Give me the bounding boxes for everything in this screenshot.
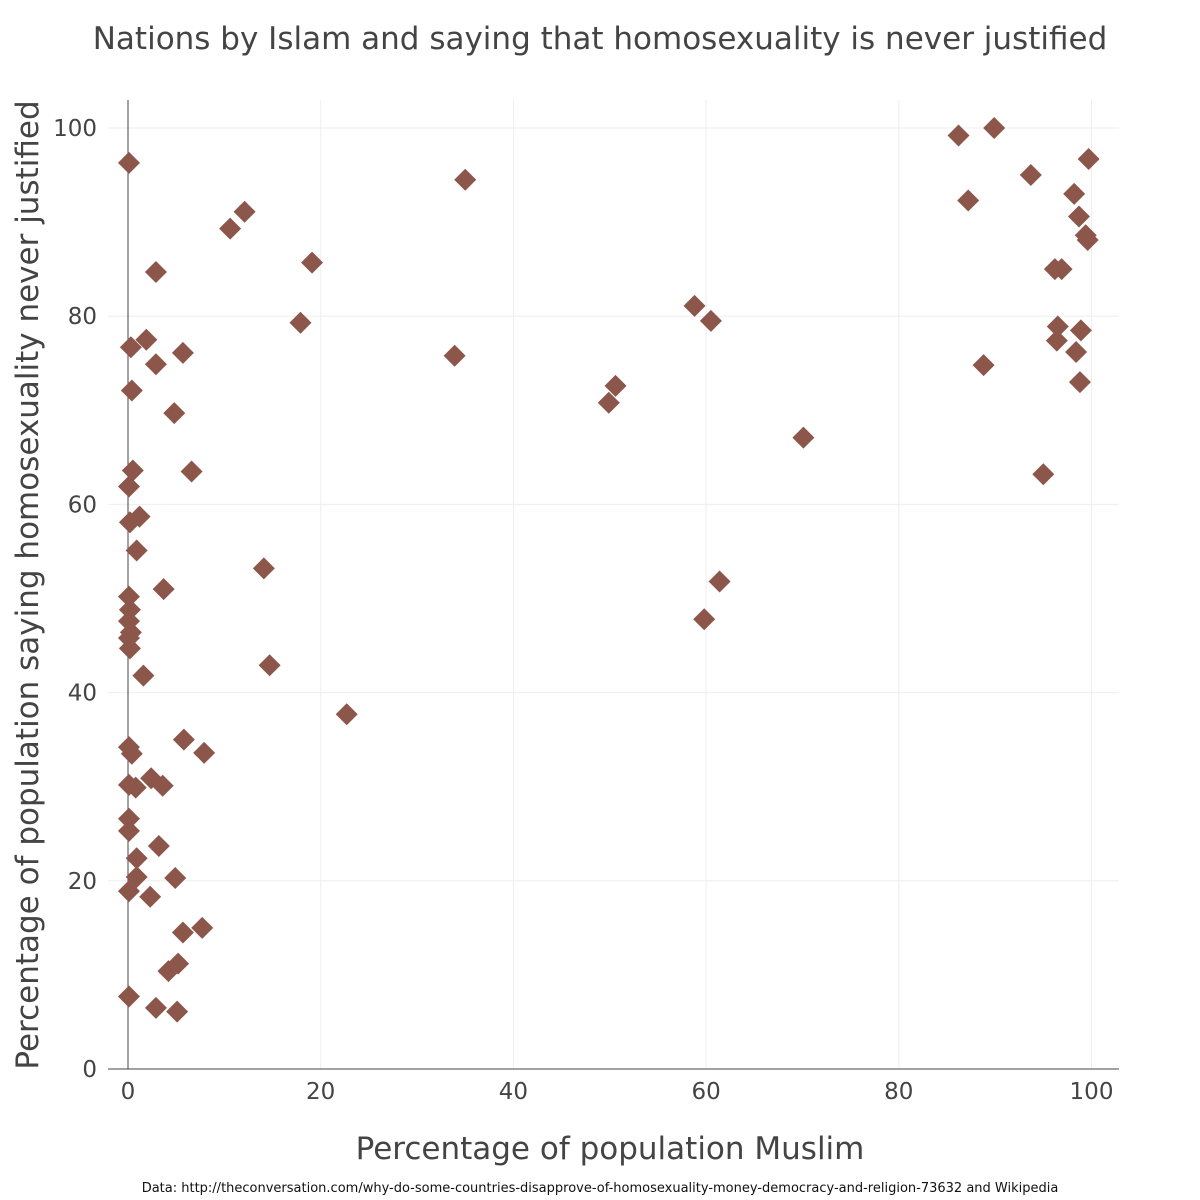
data-point xyxy=(117,819,140,842)
data-point xyxy=(597,391,620,414)
data-point xyxy=(289,311,312,334)
data-point xyxy=(1077,148,1100,171)
data-point xyxy=(117,151,140,174)
data-point xyxy=(120,742,143,765)
data-point xyxy=(125,539,148,562)
data-point xyxy=(120,379,143,402)
y-tick-label: 0 xyxy=(82,1057,97,1083)
data-point xyxy=(180,460,203,483)
x-tick-label: 80 xyxy=(884,1079,913,1105)
data-point xyxy=(252,557,275,580)
data-point xyxy=(144,996,167,1019)
data-point xyxy=(1067,205,1090,228)
data-point xyxy=(128,505,151,528)
data-point xyxy=(117,807,140,830)
data-point xyxy=(1045,329,1068,352)
data-point xyxy=(983,117,1006,139)
data-point xyxy=(258,654,281,677)
data-point xyxy=(118,637,141,660)
data-point xyxy=(132,664,155,687)
data-source-note: Data: http://theconversation.com/why-do-… xyxy=(142,1181,1059,1196)
y-tick-label: 100 xyxy=(53,116,97,142)
data-point xyxy=(1074,224,1097,247)
data-point xyxy=(947,124,970,147)
data-point xyxy=(604,374,627,397)
data-point xyxy=(1046,315,1069,338)
x-tick-label: 40 xyxy=(499,1079,528,1105)
data-point xyxy=(164,866,187,889)
data-point xyxy=(1069,319,1092,342)
data-point xyxy=(1065,340,1088,363)
data-point xyxy=(144,353,167,376)
data-point xyxy=(144,260,167,283)
data-point xyxy=(166,1000,189,1023)
data-point xyxy=(117,880,140,903)
data-point xyxy=(171,921,194,944)
x-tick-label: 60 xyxy=(691,1079,720,1105)
data-point xyxy=(125,866,148,889)
y-tick-label: 80 xyxy=(68,304,97,330)
data-point xyxy=(693,608,716,631)
data-point xyxy=(335,703,358,726)
data-point xyxy=(792,426,815,449)
data-point xyxy=(1019,164,1042,187)
x-tick-label: 20 xyxy=(306,1079,335,1105)
data-point xyxy=(219,217,242,240)
tick-labels: 0 20 40 60 80 100 0 20 40 60 80 100 xyxy=(53,116,1113,1105)
data-point xyxy=(957,189,980,212)
x-axis-title: Percentage of population Muslim xyxy=(356,1131,865,1167)
data-point xyxy=(135,328,158,351)
data-point xyxy=(454,168,477,191)
data-point xyxy=(139,885,162,908)
data-point xyxy=(972,354,995,377)
data-point xyxy=(699,309,722,332)
x-tick-label: 0 xyxy=(121,1079,136,1105)
data-points xyxy=(117,117,1100,1023)
data-point xyxy=(117,585,140,608)
chart-title: Nations by Islam and saying that homosex… xyxy=(93,21,1108,57)
data-point xyxy=(117,475,140,498)
data-point xyxy=(301,251,324,274)
data-point xyxy=(163,402,186,425)
data-point xyxy=(171,341,194,364)
data-point xyxy=(151,774,174,797)
axes xyxy=(108,100,1119,1070)
data-point xyxy=(119,336,142,359)
data-point xyxy=(191,916,214,939)
data-point xyxy=(443,344,466,367)
data-point xyxy=(683,294,706,317)
data-point xyxy=(193,741,216,764)
data-point xyxy=(121,459,144,482)
data-point xyxy=(147,834,170,857)
y-axis-title: Percentage of population saying homosexu… xyxy=(10,100,46,1069)
data-point xyxy=(1068,371,1091,394)
data-point xyxy=(125,847,148,870)
y-tick-label: 60 xyxy=(68,492,97,518)
gridlines xyxy=(108,100,1119,1069)
y-tick-label: 40 xyxy=(68,681,97,707)
data-point xyxy=(152,578,175,601)
data-point xyxy=(172,728,195,751)
data-point xyxy=(1032,463,1055,486)
data-point xyxy=(1050,258,1073,281)
x-tick-label: 100 xyxy=(1070,1079,1114,1105)
data-point xyxy=(124,776,147,799)
data-point xyxy=(167,952,190,975)
data-point xyxy=(708,570,731,593)
y-tick-label: 20 xyxy=(68,869,97,895)
data-point xyxy=(233,200,256,223)
data-point xyxy=(1063,182,1086,205)
data-point xyxy=(117,985,140,1008)
